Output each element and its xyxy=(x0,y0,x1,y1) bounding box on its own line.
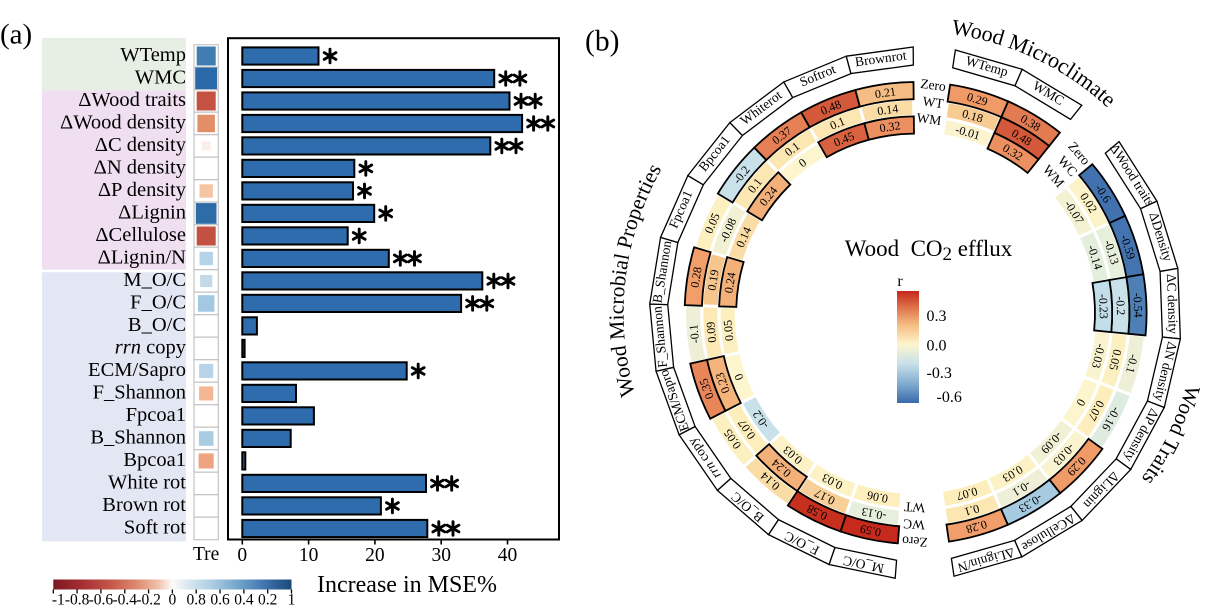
svg-text:-0.2: -0.2 xyxy=(1113,296,1128,315)
svg-text:M_O/C: M_O/C xyxy=(123,269,186,291)
svg-text:0.1: 0.1 xyxy=(963,502,981,520)
svg-text:ECM/Sapro: ECM/Sapro xyxy=(88,359,186,381)
svg-text:ΔC density: ΔC density xyxy=(95,134,187,156)
svg-text:0.19: 0.19 xyxy=(705,269,722,292)
svg-text:0.05: 0.05 xyxy=(1106,348,1124,372)
svg-text:Fpcoa1: Fpcoa1 xyxy=(126,404,186,426)
svg-text:Brown rot: Brown rot xyxy=(102,494,186,516)
svg-text:Zero: Zero xyxy=(920,76,947,94)
svg-text:F_O/C: F_O/C xyxy=(130,291,186,313)
svg-text:WM: WM xyxy=(916,110,943,128)
svg-text:F_Shannon: F_Shannon xyxy=(649,305,670,368)
svg-text:0.23: 0.23 xyxy=(713,371,733,396)
svg-text:(b): (b) xyxy=(585,26,619,58)
svg-text:B_Shannon: B_Shannon xyxy=(90,426,186,448)
svg-text:0.28: 0.28 xyxy=(965,517,989,536)
svg-text:ΔC density: ΔC density xyxy=(1164,274,1181,335)
svg-text:40: 40 xyxy=(498,545,518,566)
svg-text:-0.1: -0.1 xyxy=(1123,353,1141,375)
svg-text:0: 0 xyxy=(731,372,746,382)
svg-text:0.07: 0.07 xyxy=(955,484,979,503)
svg-text:0.6: 0.6 xyxy=(210,592,230,608)
svg-text:0.18: 0.18 xyxy=(961,106,985,125)
svg-text:ΔLignin: ΔLignin xyxy=(118,201,186,223)
svg-text:-0.1: -0.1 xyxy=(686,324,702,344)
svg-text:-0.8: -0.8 xyxy=(65,592,90,608)
svg-text:Brownrot: Brownrot xyxy=(854,47,908,69)
svg-text:WC: WC xyxy=(903,516,926,532)
svg-text:Increase in MSE%: Increase in MSE% xyxy=(317,572,497,598)
svg-text:0.14: 0.14 xyxy=(876,101,899,118)
svg-text:0.59: 0.59 xyxy=(859,522,882,540)
svg-text:White rot: White rot xyxy=(108,471,186,493)
svg-text:-0.2: -0.2 xyxy=(136,592,161,608)
svg-text:ΔP density: ΔP density xyxy=(98,179,187,201)
svg-text:10: 10 xyxy=(299,545,319,566)
svg-text:F_Shannon: F_Shannon xyxy=(93,381,186,403)
svg-text:-0.23: -0.23 xyxy=(1096,294,1111,319)
svg-text:0.06: 0.06 xyxy=(866,488,889,506)
svg-text:0: 0 xyxy=(1073,397,1088,409)
svg-text:-0.54: -0.54 xyxy=(1130,292,1145,317)
svg-text:ΔN density: ΔN density xyxy=(94,156,187,178)
svg-text:-0.01: -0.01 xyxy=(954,122,982,142)
svg-text:B_O/C: B_O/C xyxy=(128,314,186,336)
svg-text:0.2: 0.2 xyxy=(258,592,277,608)
svg-text:ΔWood density: ΔWood density xyxy=(60,111,187,133)
svg-text:WT: WT xyxy=(903,499,926,515)
svg-text:30: 30 xyxy=(431,545,451,566)
svg-text:0.29: 0.29 xyxy=(965,90,989,109)
svg-text:20: 20 xyxy=(365,545,385,566)
svg-text:0: 0 xyxy=(169,592,177,608)
svg-text:r: r xyxy=(897,273,903,290)
svg-text:-0.6: -0.6 xyxy=(89,592,114,608)
svg-text:WTemp: WTemp xyxy=(120,44,186,66)
svg-text:0.8: 0.8 xyxy=(187,592,207,608)
svg-text:0.28: 0.28 xyxy=(688,266,705,289)
svg-text:0.3: 0.3 xyxy=(927,308,947,325)
svg-text:0.0: 0.0 xyxy=(927,338,947,355)
svg-text:-0.03: -0.03 xyxy=(1089,342,1108,370)
svg-text:0.05: 0.05 xyxy=(720,319,736,341)
svg-text:-0.3: -0.3 xyxy=(927,365,952,382)
svg-text:Wood CO2 efflux: Wood CO2 efflux xyxy=(845,236,1013,265)
svg-text:Bpcoa1: Bpcoa1 xyxy=(123,449,186,471)
svg-text:0.4: 0.4 xyxy=(234,592,254,608)
svg-text:-0.13: -0.13 xyxy=(860,505,887,524)
svg-text:0.09: 0.09 xyxy=(703,321,719,343)
svg-text:0.24: 0.24 xyxy=(721,271,738,294)
svg-text:Soft rot: Soft rot xyxy=(124,517,186,539)
svg-text:rrn copy: rrn copy xyxy=(115,336,187,358)
svg-text:0.32: 0.32 xyxy=(879,118,902,135)
svg-text:Zero: Zero xyxy=(901,533,928,549)
svg-text:ΔLignin/N: ΔLignin/N xyxy=(98,246,187,268)
svg-text:0: 0 xyxy=(237,545,247,566)
svg-text:ΔCellulose: ΔCellulose xyxy=(95,224,186,246)
svg-text:WMC: WMC xyxy=(135,67,186,89)
svg-text:WT: WT xyxy=(922,93,946,111)
svg-text:-1: -1 xyxy=(52,592,65,608)
svg-text:1: 1 xyxy=(288,592,296,608)
svg-text:0.35: 0.35 xyxy=(696,377,716,402)
svg-text:-0.6: -0.6 xyxy=(937,389,962,406)
svg-text:(a): (a) xyxy=(0,19,32,51)
svg-text:Tre: Tre xyxy=(193,544,219,565)
svg-text:ΔWood traits: ΔWood traits xyxy=(78,89,186,111)
svg-text:0.21: 0.21 xyxy=(874,84,897,101)
svg-text:0.1: 0.1 xyxy=(828,114,847,133)
svg-text:-0.4: -0.4 xyxy=(113,592,138,608)
